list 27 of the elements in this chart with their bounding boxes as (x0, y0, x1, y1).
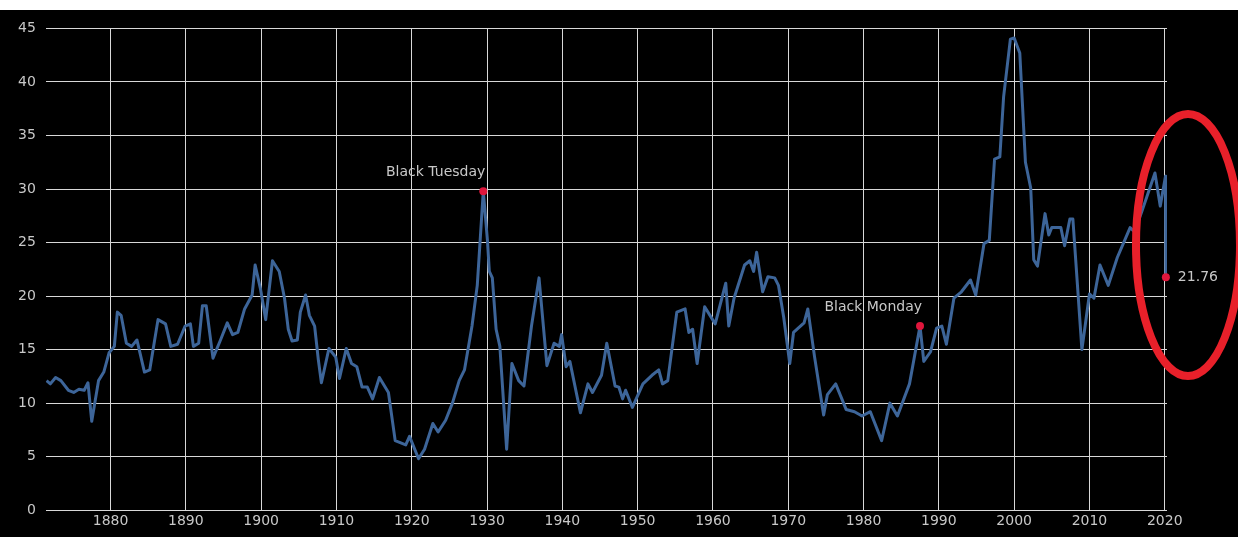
y-tick-label: 40 (17, 72, 36, 89)
x-tick-label: 1960 (695, 512, 731, 529)
y-tick-label: 15 (17, 340, 36, 357)
annotation: Black Monday (824, 297, 923, 314)
x-tick-label: 1950 (619, 512, 656, 529)
y-tick-label: 5 (26, 447, 36, 464)
x-tick-label: 1890 (168, 512, 204, 529)
x-tick-label: 2000 (996, 512, 1032, 529)
y-tick-label: 30 (17, 179, 36, 196)
x-tick-label: 2020 (1146, 512, 1183, 529)
x-tick-label: 2010 (1071, 512, 1108, 529)
x-tick-label: 1980 (845, 512, 882, 529)
x-tick-label: 1910 (318, 512, 355, 529)
annotation: 21.76 (1177, 267, 1219, 284)
x-tick-label: 1970 (770, 512, 807, 529)
y-tick-label: 35 (17, 126, 36, 143)
x-tick-label: 1990 (921, 512, 957, 529)
x-tick-label: 1920 (393, 512, 430, 529)
x-tick-label: 1900 (243, 512, 279, 529)
y-tick-label: 20 (17, 286, 36, 303)
y-tick-label: 0 (26, 500, 36, 517)
x-tick-label: 1880 (92, 512, 129, 529)
x-tick-label: 1940 (544, 512, 581, 529)
y-tick-label: 45 (17, 19, 36, 36)
y-tick-label: 10 (17, 393, 36, 410)
x-tick-label: 1930 (469, 512, 505, 529)
y-tick-label: 25 (17, 233, 36, 250)
